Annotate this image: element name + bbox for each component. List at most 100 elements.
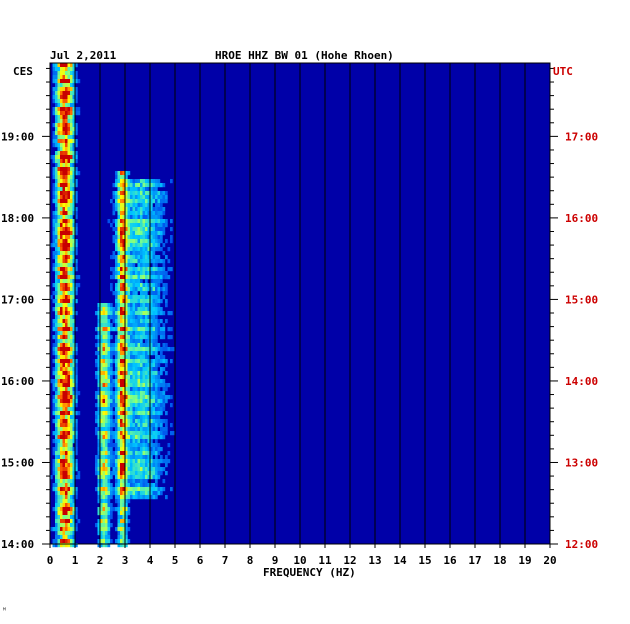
spectrogram-cell bbox=[157, 287, 161, 292]
spectrogram-cell bbox=[100, 415, 103, 420]
spectrogram-cell bbox=[75, 259, 78, 264]
spectrogram-cell bbox=[140, 279, 143, 284]
spectrogram-cell bbox=[105, 491, 108, 496]
spectrogram-cell bbox=[132, 463, 136, 468]
spectrogram-cell bbox=[60, 451, 63, 456]
spectrogram-cell bbox=[132, 303, 136, 308]
spectrogram-cell bbox=[77, 107, 81, 112]
spectrogram-cell bbox=[77, 471, 81, 476]
spectrogram-cell bbox=[102, 307, 106, 312]
spectrogram-cell bbox=[137, 243, 141, 248]
spectrogram-cell bbox=[122, 491, 126, 496]
spectrogram-cell bbox=[115, 199, 118, 204]
spectrogram-cell bbox=[107, 359, 111, 364]
spectrogram-cell bbox=[112, 423, 116, 428]
spectrogram-cell bbox=[160, 195, 163, 200]
spectrogram-cell bbox=[110, 343, 113, 348]
spectrogram-cell bbox=[152, 339, 156, 344]
spectrogram-cell bbox=[52, 539, 56, 544]
spectrogram-cell bbox=[72, 219, 76, 224]
spectrogram-cell bbox=[152, 263, 156, 268]
spectrogram-cell bbox=[57, 443, 61, 448]
spectrogram-cell bbox=[120, 231, 123, 236]
spectrogram-cell bbox=[115, 427, 118, 432]
spectrogram-cell bbox=[150, 275, 153, 280]
spectrogram-cell bbox=[57, 299, 61, 304]
spectrogram-cell bbox=[65, 139, 68, 144]
spectrogram-cell bbox=[137, 443, 141, 448]
spectrogram-cell bbox=[145, 487, 148, 492]
spectrogram-cell bbox=[52, 111, 56, 116]
spectrogram-cell bbox=[127, 391, 131, 396]
spectrogram-cell bbox=[107, 483, 111, 488]
spectrogram-cell bbox=[77, 111, 81, 116]
spectrogram-cell bbox=[137, 307, 141, 312]
spectrogram-cell bbox=[97, 459, 101, 464]
spectrogram-cell bbox=[145, 463, 148, 468]
spectrogram-cell bbox=[127, 495, 131, 500]
spectrogram-cell bbox=[145, 327, 148, 332]
spectrogram-cell bbox=[122, 467, 126, 472]
spectrogram-cell bbox=[127, 231, 131, 236]
spectrogram-cell bbox=[120, 531, 123, 536]
spectrogram-cell bbox=[110, 459, 113, 464]
spectrogram-cell bbox=[155, 411, 158, 416]
spectrogram-cell bbox=[65, 131, 68, 136]
spectrogram-cell bbox=[57, 515, 61, 520]
spectrogram-cell bbox=[117, 403, 121, 408]
spectrogram-cell bbox=[50, 295, 53, 300]
spectrogram-cell bbox=[140, 387, 143, 392]
spectrogram-cell bbox=[55, 227, 58, 232]
spectrogram-cell bbox=[105, 475, 108, 480]
spectrogram-cell bbox=[55, 195, 58, 200]
spectrogram-cell bbox=[162, 379, 166, 384]
spectrogram-cell bbox=[57, 139, 61, 144]
spectrogram-cell bbox=[157, 223, 161, 228]
spectrogram-cell bbox=[72, 483, 76, 488]
spectrogram-cell bbox=[120, 399, 123, 404]
spectrogram-cell bbox=[52, 335, 56, 340]
spectrogram-cell bbox=[147, 311, 151, 316]
spectrogram-cell bbox=[100, 391, 103, 396]
spectrogram-cell bbox=[65, 279, 68, 284]
spectrogram-cell bbox=[67, 303, 71, 308]
spectrogram-cell bbox=[137, 275, 141, 280]
spectrogram-cell bbox=[127, 407, 131, 412]
spectrogram-cell bbox=[70, 87, 73, 92]
spectrogram-cell bbox=[132, 335, 136, 340]
spectrogram-cell bbox=[117, 439, 121, 444]
spectrogram-cell bbox=[100, 327, 103, 332]
spectrogram-cell bbox=[112, 267, 116, 272]
spectrogram-cell bbox=[50, 155, 53, 160]
spectrogram-cell bbox=[130, 287, 133, 292]
spectrogram-cell bbox=[70, 91, 73, 96]
spectrogram-cell bbox=[132, 291, 136, 296]
spectrogram-cell bbox=[67, 155, 71, 160]
spectrogram-cell bbox=[162, 355, 166, 360]
spectrogram-cell bbox=[110, 443, 113, 448]
spectrogram-cell bbox=[120, 347, 123, 352]
spectrogram-cell bbox=[65, 535, 68, 540]
spectrogram-cell bbox=[117, 539, 121, 544]
spectrogram-cell bbox=[162, 227, 166, 232]
spectrogram-cell bbox=[70, 211, 73, 216]
spectrogram-cell bbox=[67, 535, 71, 540]
spectrogram-cell bbox=[72, 147, 76, 152]
spectrogram-cell bbox=[120, 419, 123, 424]
spectrogram-cell bbox=[100, 431, 103, 436]
spectrogram-cell bbox=[100, 367, 103, 372]
spectrogram-cell bbox=[160, 235, 163, 240]
spectrogram-cell bbox=[112, 219, 116, 224]
spectrogram-cell bbox=[70, 411, 73, 416]
spectrogram-cell bbox=[100, 303, 103, 308]
spectrogram-cell bbox=[140, 383, 143, 388]
spectrogram-cell bbox=[120, 175, 123, 180]
spectrogram-cell bbox=[72, 379, 76, 384]
spectrogram-cell bbox=[117, 263, 121, 268]
spectrogram-cell bbox=[142, 271, 146, 276]
spectrogram-cell bbox=[125, 295, 128, 300]
spectrogram-cell bbox=[72, 479, 76, 484]
x-tick-label: 2 bbox=[97, 554, 104, 567]
spectrogram-cell bbox=[157, 359, 161, 364]
left-time-label: 15:00 bbox=[1, 456, 34, 469]
